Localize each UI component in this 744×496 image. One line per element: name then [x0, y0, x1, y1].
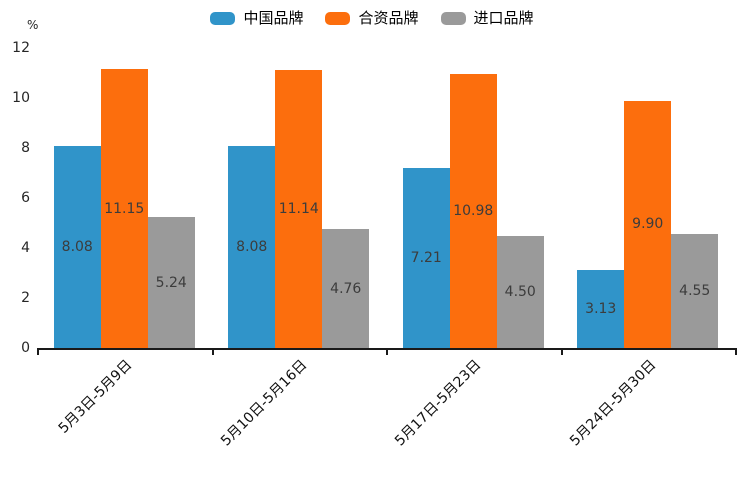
x-category-label: 5月17日-5月23日	[392, 357, 485, 450]
legend-swatch	[325, 11, 351, 25]
bar-value-label: 8.08	[61, 239, 93, 255]
bar-value-label: 4.55	[679, 283, 711, 300]
bar-中国品牌-5月3日-5月9日	[53, 146, 101, 348]
legend-item: 合资品牌	[325, 9, 419, 27]
bar-value-label: 5.24	[155, 274, 187, 291]
legend-swatch	[210, 11, 236, 25]
bar-value-label: 9.90	[632, 216, 664, 233]
bar-进口品牌-5月24日-5月30日	[671, 234, 719, 348]
x-axis-tick	[560, 350, 563, 355]
y-axis-unit-label: %	[27, 18, 39, 32]
x-axis-tick	[735, 350, 737, 355]
bar-合资品牌-5月10日-5月16日	[275, 69, 323, 348]
y-tick-label: 12	[12, 40, 30, 56]
x-axis-tick	[211, 350, 214, 355]
bar-合资品牌-5月17日-5月23日	[449, 73, 497, 348]
bar-中国品牌-5月10日-5月16日	[228, 146, 276, 348]
y-tick-label: 2	[21, 290, 30, 306]
bar-合资品牌-5月3日-5月9日	[100, 69, 148, 348]
legend-item: 进口品牌	[440, 9, 534, 27]
y-tick-label: 4	[21, 240, 30, 256]
x-axis-tick	[386, 350, 388, 355]
x-axis-tick	[37, 350, 39, 355]
x-category-label: 5月3日-5月9日	[55, 357, 136, 437]
bar-中国品牌-5月17日-5月23日	[402, 167, 450, 348]
y-tick-label: 0	[21, 340, 30, 356]
bar-进口品牌-5月17日-5月23日	[496, 235, 544, 348]
legend-label: 进口品牌	[473, 9, 534, 27]
bar-value-label: 11.14	[278, 200, 319, 217]
bar-value-label: 10.98	[453, 202, 494, 219]
y-tick-label: 8	[21, 140, 30, 156]
bar-value-label: 7.21	[410, 249, 442, 266]
legend-label: 中国品牌	[243, 9, 304, 27]
x-axis-line	[37, 348, 737, 350]
y-tick-label: 10	[12, 90, 30, 106]
y-tick-label: 6	[21, 190, 30, 206]
x-category-label: 5月24日-5月30日	[566, 357, 660, 450]
bar-value-label: 11.15	[104, 200, 145, 217]
bar-value-label: 4.76	[330, 280, 362, 297]
chart-legend: 中国品牌 合资品牌 进口品牌	[0, 8, 744, 28]
bar-value-label: 8.08	[236, 239, 268, 255]
legend-swatch	[440, 11, 466, 25]
x-category-label: 5月10日-5月16日	[217, 357, 311, 450]
bar-进口品牌-5月3日-5月9日	[147, 217, 195, 348]
legend-item: 中国品牌	[210, 9, 303, 27]
bar-合资品牌-5月24日-5月30日	[624, 100, 672, 348]
bar-中国品牌-5月24日-5月30日	[577, 269, 625, 348]
bar-value-label: 4.50	[504, 283, 536, 300]
bar-进口品牌-5月10日-5月16日	[322, 229, 370, 348]
bar-value-label: 3.13	[585, 300, 617, 317]
legend-label: 合资品牌	[358, 9, 419, 27]
